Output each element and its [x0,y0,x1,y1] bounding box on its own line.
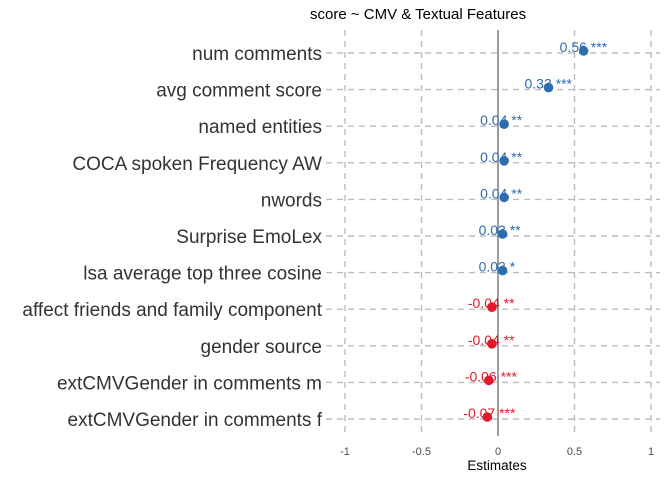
x-axis-tick-label: 0 [495,446,501,458]
data-label: 0.03 ** [479,222,522,238]
data-point [499,119,509,129]
data-label: 0.33 *** [524,76,572,92]
data-point [487,302,497,313]
data-label: 0.04 ** [480,149,523,165]
y-axis-labels: num comments avg comment score named entit… [22,44,322,431]
data-label: 0.04 ** [480,112,523,128]
y-axis-label: num comments [192,44,322,65]
y-axis-label: Surprise EmoLex [176,227,322,248]
data-label: -0.04 ** [468,332,515,348]
data-label: 0.03 * [479,259,516,275]
data-labels: 0.56 *** 0.33 *** 0.04 ** 0.04 ** 0.04 ** 0.0… [463,39,607,421]
data-point [499,192,509,203]
y-axis-label: COCA spoken Frequency AW [72,154,322,175]
x-axis-tick-label: 0.5 [567,446,582,458]
data-point [578,46,589,56]
y-axis-label: named entities [198,117,322,138]
chart-title: score ~ CMV & Textual Features [310,6,526,23]
data-point [487,339,497,349]
data-label: -0.06 *** [465,368,518,384]
x-axis-tick-label: -0.5 [412,446,431,458]
data-label: -0.04 ** [468,295,515,311]
y-axis-label: affect friends and family component [22,300,322,321]
x-axis-tick-labels: -1 -0.5 0 0.5 1 [340,446,654,458]
data-label: 0.56 *** [560,39,608,55]
y-axis-label: avg comment score [156,81,322,102]
data-point [482,412,493,422]
data-label: -0.07 *** [463,405,516,421]
x-axis-title: Estimates [467,458,527,473]
y-axis-label: lsa average top three cosine [83,264,322,285]
y-axis-label: nwords [261,190,322,211]
vertical-gridlines [344,30,652,436]
data-point [499,156,509,166]
data-point [484,375,494,386]
x-axis-tick-label: -1 [340,446,350,458]
data-points [482,46,589,422]
data-point [497,265,508,276]
y-axis-label: gender source [201,337,322,358]
data-point [543,82,554,93]
data-point [497,229,508,239]
y-axis-label: extCMVGender in comments m [57,373,322,394]
x-axis-tick-label: 1 [648,446,654,458]
data-label: 0.04 ** [480,185,523,201]
y-axis-label: extCMVGender in comments f [68,410,323,431]
